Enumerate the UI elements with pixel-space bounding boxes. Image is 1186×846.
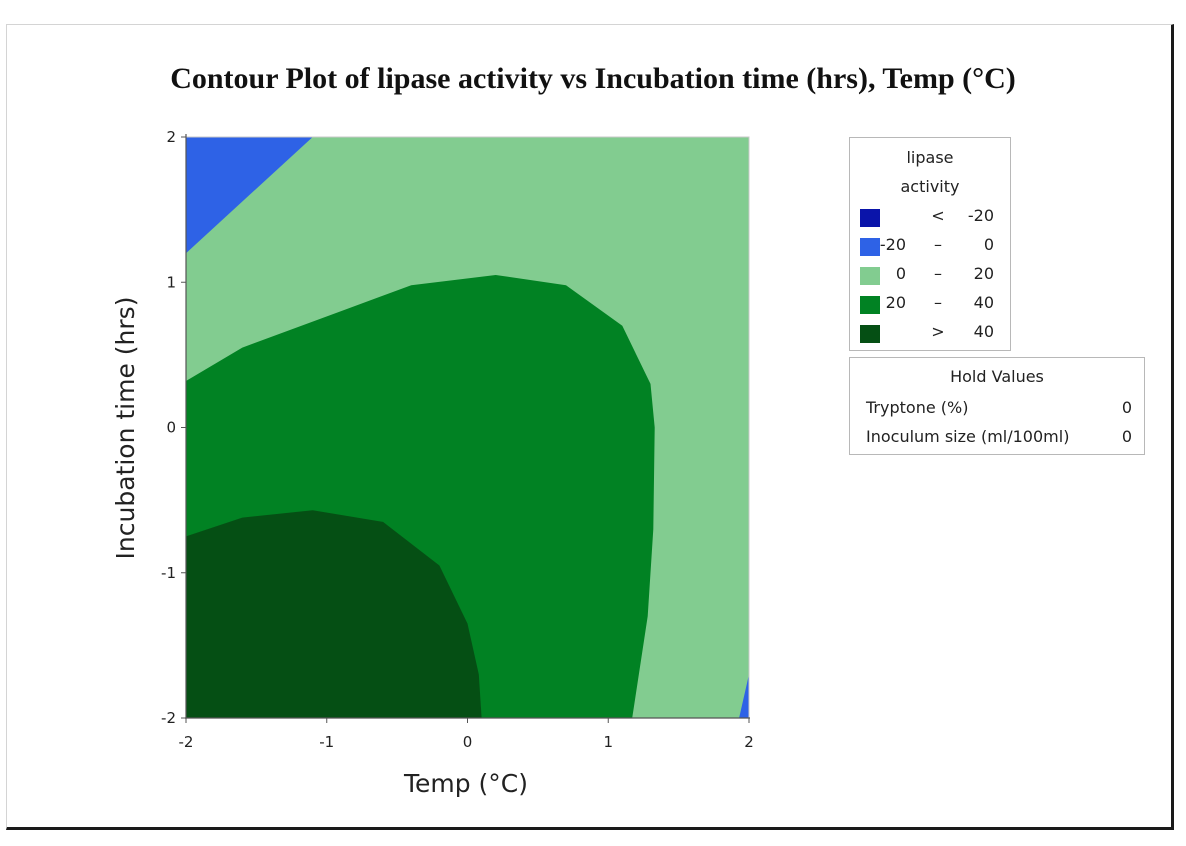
y-tick-label: 1 [166, 273, 176, 291]
region-neg20-to-0-bottom-right [739, 674, 749, 718]
x-tick-label: 1 [603, 733, 613, 751]
legend-range-operator: – [934, 235, 942, 254]
legend-swatch [860, 238, 880, 256]
legend-entry: < -20 [850, 205, 1010, 229]
hold-label: Tryptone (%) [866, 398, 969, 417]
legend-entry: 20 – 40 [850, 292, 1010, 316]
legend-range-low: -20 [879, 235, 906, 254]
y-tick-label: 2 [166, 128, 176, 146]
legend-range-high: 20 [973, 264, 994, 283]
legend-entry: -20 – 0 [850, 234, 1010, 258]
legend-range-high: 0 [983, 235, 994, 254]
legend-entry: 0 – 20 [850, 263, 1010, 287]
x-tick-label: -1 [319, 733, 334, 751]
legend-range-operator: < [931, 206, 945, 225]
chart-title: Contour Plot of lipase activity vs Incub… [170, 62, 1016, 95]
x-tick-label: 0 [463, 733, 473, 751]
legend-title-line1: lipase [906, 148, 954, 167]
legend-range-low: 0 [895, 264, 906, 283]
x-tick-label: 2 [744, 733, 754, 751]
hold-row-inoculum: Inoculum size (ml/100ml) 0 [866, 427, 1132, 446]
y-tick-label: 0 [166, 419, 176, 437]
hold-values-title: Hold Values [950, 367, 1044, 386]
hold-row-tryptone: Tryptone (%) 0 [866, 398, 1132, 417]
region-above-40 [186, 510, 482, 718]
legend-range-operator: > [931, 322, 945, 341]
x-tick-label: -2 [179, 733, 194, 751]
region-neg20-to-0-top-left [186, 137, 313, 254]
legend-range-low: 20 [885, 293, 906, 312]
hold-label: Inoculum size (ml/100ml) [866, 427, 1070, 446]
y-tick-label: -1 [161, 564, 176, 582]
y-axis-label: Incubation time (hrs) [111, 297, 140, 560]
legend-swatch [860, 267, 880, 285]
legend-range-high: 40 [973, 322, 994, 341]
x-axis-label: Temp (°C) [403, 769, 528, 798]
legend-range-high: -20 [967, 206, 994, 225]
legend-entry: >40 [850, 321, 1010, 345]
legend-swatch [860, 325, 880, 343]
legend-title-line2: activity [900, 177, 960, 196]
hold-value: 0 [1121, 427, 1132, 446]
legend-range-operator: – [934, 264, 942, 283]
legend-swatch [860, 209, 880, 227]
legend-swatch [860, 296, 880, 314]
y-tick-label: -2 [161, 709, 176, 727]
legend: lipase activity < -20 -20–0 0–20 20–40 >40 [849, 137, 1011, 351]
hold-values-panel: Hold Values Tryptone (%) 0 Inoculum size… [849, 357, 1145, 455]
legend-range-operator: – [934, 293, 942, 312]
axes: -2 -1 0 1 2 2 1 0 -1 -2 [161, 128, 754, 751]
plot-area [185, 136, 750, 719]
hold-value: 0 [1121, 398, 1132, 417]
legend-range-high: 40 [973, 293, 994, 312]
